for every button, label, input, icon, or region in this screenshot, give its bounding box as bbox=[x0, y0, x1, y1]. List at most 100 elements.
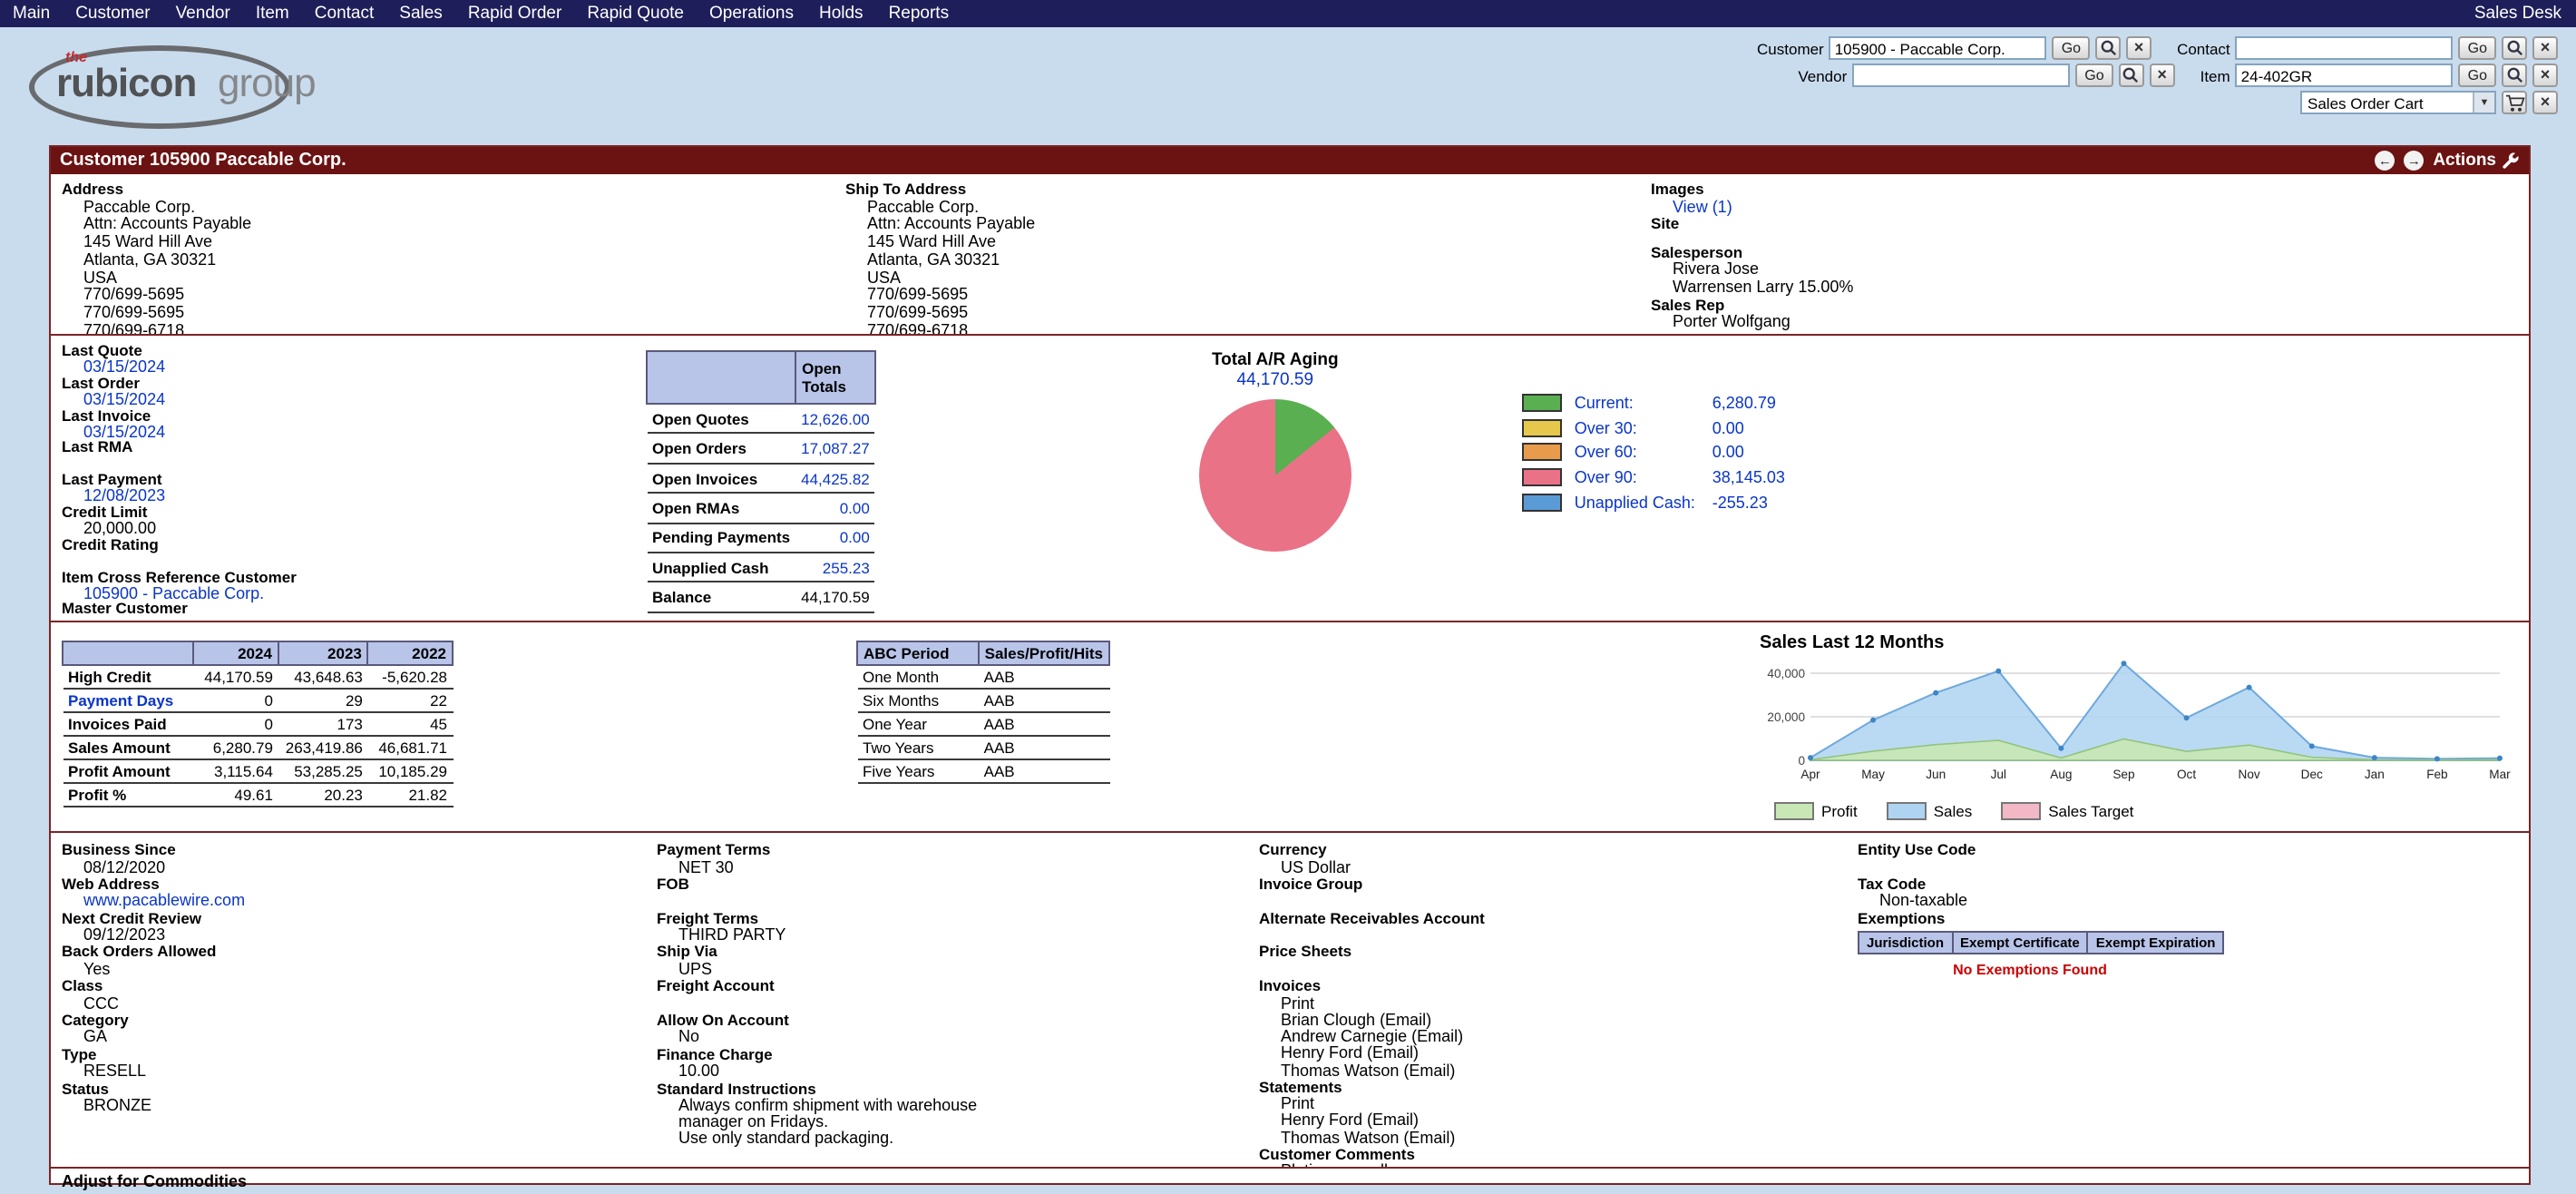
vendor-go-button[interactable]: Go bbox=[2075, 64, 2113, 87]
cart-icon-button[interactable] bbox=[2502, 91, 2527, 114]
logo-oval bbox=[29, 45, 290, 129]
field-fob: FOB bbox=[657, 874, 689, 893]
pending-payments-value[interactable]: 0.00 bbox=[795, 523, 875, 554]
open-quotes-value[interactable]: 12,626.00 bbox=[795, 404, 875, 435]
contact-search-input[interactable] bbox=[2235, 36, 2454, 60]
actions-button[interactable]: Actions bbox=[2433, 151, 2520, 171]
unapplied-cash-value[interactable]: 255.23 bbox=[795, 553, 875, 583]
open-orders-value[interactable]: 17,087.27 bbox=[795, 433, 875, 465]
search-icon bbox=[2123, 67, 2139, 83]
vendor-search-icon-button[interactable] bbox=[2118, 64, 2144, 87]
item-clear-button[interactable]: × bbox=[2532, 64, 2558, 87]
app-logo: the rubicon group bbox=[29, 45, 410, 129]
svg-text:Nov: Nov bbox=[2239, 768, 2260, 781]
last-payment-date-link[interactable]: 12/08/2023 bbox=[83, 486, 166, 505]
table-header-row: Open Totals bbox=[645, 349, 876, 406]
chevron-down-icon: ▼ bbox=[2473, 93, 2494, 113]
ar-aging-legend: Current: 6,280.79 Over 30: 0.00 Over 60:… bbox=[1521, 390, 1785, 613]
menu-item-holds[interactable]: Holds bbox=[818, 4, 864, 24]
logo-suffix: group bbox=[218, 60, 317, 105]
table-row: Profit Amount 3,115.64 53,285.25 10,185.… bbox=[63, 759, 453, 784]
open-invoices-value[interactable]: 44,425.82 bbox=[795, 463, 875, 494]
list-item: Thomas Watson (Email) bbox=[1281, 1128, 1456, 1147]
contact-search-icon-button[interactable] bbox=[2502, 36, 2527, 60]
sales-chart: Sales Last 12 Months 0 20,000 40,000 Apr May… bbox=[1756, 630, 2514, 824]
salesperson-line: Warrensen Larry 15.00% bbox=[1673, 278, 1854, 297]
contact-go-button[interactable]: Go bbox=[2458, 36, 2496, 60]
field-freight-account: Freight Account bbox=[657, 976, 775, 995]
address-line: Paccable Corp. bbox=[83, 197, 196, 215]
customer-go-button[interactable]: Go bbox=[2052, 36, 2091, 60]
item-search-label: Item bbox=[2200, 66, 2230, 84]
customer-search-icon-button[interactable] bbox=[2095, 36, 2122, 60]
next-record-button[interactable]: → bbox=[2404, 151, 2425, 171]
menu-item-sales[interactable]: Sales bbox=[399, 4, 443, 24]
legend-swatch bbox=[1521, 393, 1562, 412]
menu-item-vendor[interactable]: Vendor bbox=[175, 4, 230, 24]
menu-item-operations[interactable]: Operations bbox=[709, 4, 794, 24]
address-line: 770/699-6718 bbox=[83, 321, 185, 336]
item-search-input[interactable] bbox=[2235, 64, 2454, 87]
table-row: Sales Amount 6,280.79 263,419.86 46,681.… bbox=[63, 736, 453, 760]
field-master-customer: Master Customer bbox=[62, 599, 188, 618]
field-price-sheets: Price Sheets bbox=[1259, 942, 1352, 961]
open-rmas-value[interactable]: 0.00 bbox=[795, 493, 875, 524]
legend-swatch bbox=[2001, 802, 2042, 820]
address-line: Atlanta, GA 30321 bbox=[83, 250, 217, 269]
images-view-link[interactable]: View (1) bbox=[1673, 197, 1732, 215]
field-type: Type RESELL bbox=[62, 1044, 147, 1081]
field-class: Class CCC bbox=[62, 976, 119, 1013]
customer-clear-button[interactable]: × bbox=[2126, 36, 2152, 60]
last-quote-date-link[interactable]: 03/15/2024 bbox=[83, 357, 166, 376]
close-icon: × bbox=[2540, 38, 2551, 56]
menu-item-customer[interactable]: Customer bbox=[75, 4, 151, 24]
address-line: 770/699-5695 bbox=[83, 303, 185, 322]
field-last-order: Last Order 03/15/2024 bbox=[62, 375, 646, 408]
vendor-clear-button[interactable]: × bbox=[2149, 64, 2175, 87]
last-order-date-link[interactable]: 03/15/2024 bbox=[83, 389, 166, 408]
sales-chart-plot: 0 20,000 40,000 Apr May Jun Jul Aug Sep Oct Nov Dec… bbox=[1767, 661, 2511, 781]
table-row: Unapplied Cash 255.23 bbox=[647, 553, 875, 583]
table-row: Open Invoices 44,425.82 bbox=[647, 463, 875, 494]
last-invoice-date-link[interactable]: 03/15/2024 bbox=[83, 422, 166, 441]
list-item: Brian Clough (Email) bbox=[1281, 1010, 1432, 1029]
legend-swatch bbox=[1521, 494, 1562, 513]
svg-text:0: 0 bbox=[1798, 754, 1805, 768]
item-xref-customer-link[interactable]: 105900 - Paccable Corp. bbox=[83, 583, 265, 602]
legend-item-sales-target: Sales Target bbox=[2001, 802, 2133, 820]
payment-days-link[interactable]: Payment Days bbox=[63, 689, 194, 713]
cart-icon bbox=[2505, 93, 2524, 111]
field-exemptions: Exemptions Jurisdiction Exempt Certifica… bbox=[1858, 909, 2518, 978]
menu-item-rapid-order[interactable]: Rapid Order bbox=[467, 4, 562, 24]
field-tax-code: Tax Code Non-taxable bbox=[1858, 874, 1968, 910]
menu-item-item[interactable]: Item bbox=[255, 4, 289, 24]
menu-item-rapid-quote[interactable]: Rapid Quote bbox=[587, 4, 684, 24]
menu-item-sales-desk[interactable]: Sales Desk bbox=[2474, 4, 2561, 24]
field-currency: Currency US Dollar bbox=[1259, 840, 1351, 876]
web-address-link[interactable]: www.pacablewire.com bbox=[83, 891, 246, 910]
field-invoices: Invoices Print Brian Clough (Email) Andr… bbox=[1259, 977, 1858, 1079]
legend-item-over-60: Over 60: 0.00 bbox=[1521, 440, 1785, 465]
contact-clear-button[interactable]: × bbox=[2532, 36, 2558, 60]
menu-item-reports[interactable]: Reports bbox=[888, 4, 950, 24]
vendor-search-input[interactable] bbox=[1852, 64, 2071, 87]
ar-aging-pie bbox=[1198, 399, 1351, 552]
ar-aging-block: Total A/R Aging 44,170.59 Current: 6,280… bbox=[1112, 350, 1785, 613]
item-go-button[interactable]: Go bbox=[2458, 64, 2496, 87]
customer-search-input[interactable] bbox=[1829, 36, 2047, 60]
address-line: 145 Ward Hill Ave bbox=[83, 232, 213, 251]
address-section: Address Paccable Corp. Attn: Accounts Pa… bbox=[51, 174, 2529, 336]
sales-order-cart-select[interactable]: Sales Order Cart ▼ bbox=[2300, 91, 2496, 114]
svg-text:Jan: Jan bbox=[2365, 768, 2385, 781]
sales-chart-title: Sales Last 12 Months bbox=[1760, 633, 1945, 653]
menu-item-contact[interactable]: Contact bbox=[314, 4, 375, 24]
legend-swatch bbox=[1521, 468, 1562, 487]
ar-aging-total-link[interactable]: 44,170.59 bbox=[1236, 370, 1314, 390]
item-search-icon-button[interactable] bbox=[2502, 64, 2527, 87]
cart-clear-button[interactable]: × bbox=[2532, 91, 2558, 114]
menu-item-main[interactable]: Main bbox=[13, 4, 51, 24]
svg-text:Dec: Dec bbox=[2301, 768, 2323, 781]
prev-record-button[interactable]: ← bbox=[2375, 151, 2395, 171]
field-invoice-group: Invoice Group bbox=[1259, 874, 1363, 893]
svg-text:20,000: 20,000 bbox=[1767, 710, 1805, 724]
